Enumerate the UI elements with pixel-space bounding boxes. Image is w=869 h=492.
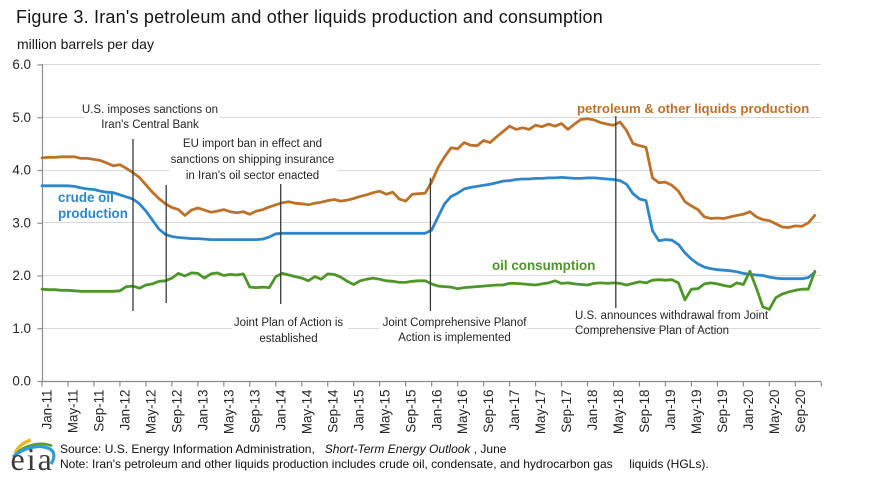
svg-text:May-14: May-14 <box>299 389 314 434</box>
svg-text:Sep-11: Sep-11 <box>92 390 107 432</box>
svg-text:Sep-18: Sep-18 <box>637 390 652 433</box>
svg-text:May-18: May-18 <box>611 390 626 435</box>
svg-text:Sep-12: Sep-12 <box>169 390 184 433</box>
svg-text:May-17: May-17 <box>533 390 548 435</box>
svg-text:5.0: 5.0 <box>12 110 31 125</box>
svg-text:Sep-16: Sep-16 <box>481 390 496 433</box>
svg-text:Jan-13: Jan-13 <box>195 390 210 431</box>
svg-text:May-15: May-15 <box>377 390 392 435</box>
svg-text:Jan-12: Jan-12 <box>118 390 133 431</box>
svg-text:Jan-15: Jan-15 <box>351 390 366 431</box>
svg-text:eia: eia <box>11 441 54 477</box>
svg-text:Sep-15: Sep-15 <box>403 390 418 433</box>
svg-text:2.0: 2.0 <box>12 268 31 283</box>
svg-text:3.0: 3.0 <box>12 215 31 230</box>
svg-text:0.0: 0.0 <box>12 374 31 389</box>
svg-text:May-12: May-12 <box>144 390 159 435</box>
svg-text:Jan-20: Jan-20 <box>741 390 756 431</box>
svg-text:Sep-14: Sep-14 <box>325 389 340 433</box>
svg-text:May-19: May-19 <box>689 390 704 435</box>
svg-text:May-11: May-11 <box>66 390 81 434</box>
svg-text:Sep-19: Sep-19 <box>715 390 730 433</box>
svg-text:Jan-18: Jan-18 <box>585 390 600 431</box>
svg-text:Jan-11: Jan-11 <box>40 390 55 430</box>
svg-text:Sep-20: Sep-20 <box>793 390 808 433</box>
svg-text:4.0: 4.0 <box>12 163 31 178</box>
svg-text:6.0: 6.0 <box>12 57 31 72</box>
svg-text:Sep-13: Sep-13 <box>247 390 262 433</box>
svg-text:Jan-16: Jan-16 <box>429 390 444 431</box>
svg-text:Jan-14: Jan-14 <box>273 389 288 430</box>
svg-text:May-20: May-20 <box>767 390 782 435</box>
svg-text:Jan-19: Jan-19 <box>663 390 678 431</box>
svg-text:Sep-17: Sep-17 <box>559 390 574 433</box>
svg-text:May-13: May-13 <box>221 390 236 435</box>
svg-text:May-16: May-16 <box>455 390 470 435</box>
svg-text:1.0: 1.0 <box>12 321 31 336</box>
svg-text:Jan-17: Jan-17 <box>507 390 522 431</box>
